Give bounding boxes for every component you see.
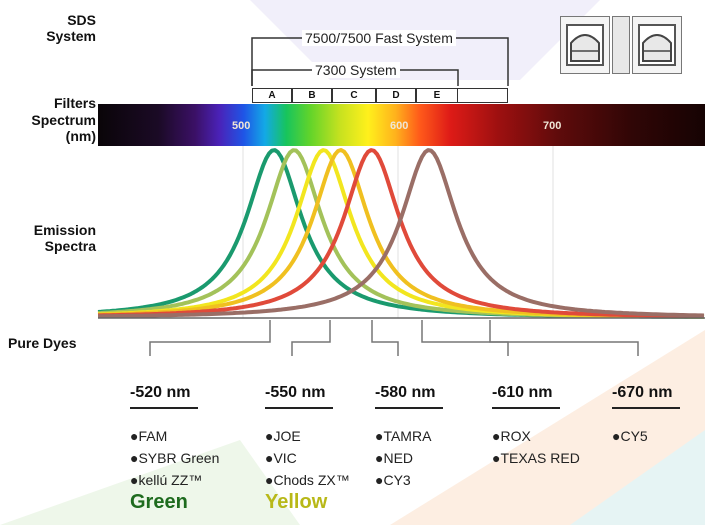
dye-wavelength-550: -550 nm bbox=[265, 384, 326, 401]
dye-vic: ●VIC bbox=[265, 450, 297, 466]
sds-label-line1: SDS bbox=[67, 12, 96, 28]
instrument-side-panel-icon bbox=[612, 16, 630, 74]
dye-wavelength-580: -580 nm bbox=[375, 384, 436, 401]
tick-700: 700 bbox=[543, 120, 562, 132]
emission-label-line1: Emission bbox=[33, 222, 96, 238]
dye-group-670: -670 nm ●CY5 bbox=[612, 383, 680, 447]
dye-texas-red: ●TEXAS RED bbox=[492, 450, 580, 466]
connector-550 bbox=[291, 320, 331, 356]
dye-underline-580 bbox=[375, 407, 443, 409]
dye-underline-670 bbox=[612, 407, 680, 409]
dye-joe: ●JOE bbox=[265, 428, 301, 444]
color-label-yellow: Yellow bbox=[265, 491, 328, 513]
instrument-7500-icon bbox=[632, 16, 682, 74]
spectrum-label: Spectrum (nm) bbox=[0, 112, 96, 144]
tick-500: 500 bbox=[232, 120, 251, 132]
color-label-green: Green bbox=[130, 491, 188, 513]
dye-tamra: ●TAMRA bbox=[375, 428, 432, 444]
emission-label-line2: Spectra bbox=[44, 238, 96, 254]
spectrum-label-line1: Spectrum bbox=[31, 112, 96, 128]
filter-b: B bbox=[292, 88, 332, 103]
dye-group-520: -520 nm ●FAM ●SYBR Green ●kellú ZZ™ Gree… bbox=[130, 383, 219, 513]
sds-label-line2: System bbox=[46, 28, 96, 44]
sds-system-label: SDS System bbox=[0, 12, 96, 44]
dye-kellu-zz: ●kellú ZZ™ bbox=[130, 472, 203, 488]
dye-wavelength-520: -520 nm bbox=[130, 384, 191, 401]
dye-fam: ●FAM bbox=[130, 428, 168, 444]
dye-underline-550 bbox=[265, 407, 333, 409]
emission-curve-552 bbox=[97, 148, 705, 319]
emission-spectra-label: Emission Spectra bbox=[0, 222, 96, 254]
dye-group-580: -580 nm ●TAMRA ●NED ●CY3 bbox=[375, 383, 443, 491]
bg-teal-shape bbox=[570, 430, 705, 525]
connector-610 bbox=[421, 320, 509, 356]
dye-wavelength-610: -610 nm bbox=[492, 384, 553, 401]
dye-wavelength-670: -670 nm bbox=[612, 384, 673, 401]
bg-green-shape bbox=[0, 440, 300, 525]
dye-cy5: ●CY5 bbox=[612, 428, 648, 444]
emission-curve-620 bbox=[98, 148, 705, 319]
filter-extension bbox=[458, 88, 508, 103]
dye-cy3: ●CY3 bbox=[375, 472, 411, 488]
filters-label: Filters bbox=[53, 95, 96, 111]
dye-chods-zx: ●Chods ZX™ bbox=[265, 472, 350, 488]
dye-group-550: -550 nm ●JOE ●VIC ●Chods ZX™ Yellow bbox=[265, 383, 350, 513]
dye-underline-610 bbox=[492, 407, 560, 409]
connector-670 bbox=[489, 320, 639, 356]
filter-a: A bbox=[252, 88, 292, 103]
instrument-7300-icon bbox=[560, 16, 610, 74]
dye-sybr-green: ●SYBR Green bbox=[130, 450, 220, 466]
bg-peach-shape bbox=[390, 330, 705, 525]
tick-600: 600 bbox=[390, 120, 409, 132]
spectrum-label-line2: (nm) bbox=[65, 128, 96, 144]
connector-580 bbox=[371, 320, 399, 356]
filter-e: E bbox=[416, 88, 458, 103]
filter-d: D bbox=[376, 88, 416, 103]
fast-system-label: 7500/7500 Fast System bbox=[302, 30, 456, 46]
dye-group-610: -610 nm ●ROX ●TEXAS RED bbox=[492, 383, 580, 469]
filter-c: C bbox=[332, 88, 376, 103]
connector-520 bbox=[149, 320, 271, 356]
connector-lines bbox=[149, 320, 639, 356]
dye-rox: ●ROX bbox=[492, 428, 531, 444]
7300-system-label: 7300 System bbox=[312, 62, 400, 78]
spectrum-bar bbox=[98, 104, 705, 146]
pure-dyes-label: Pure Dyes bbox=[8, 335, 77, 351]
dye-ned: ●NED bbox=[375, 450, 414, 466]
dye-underline-520 bbox=[130, 407, 198, 409]
